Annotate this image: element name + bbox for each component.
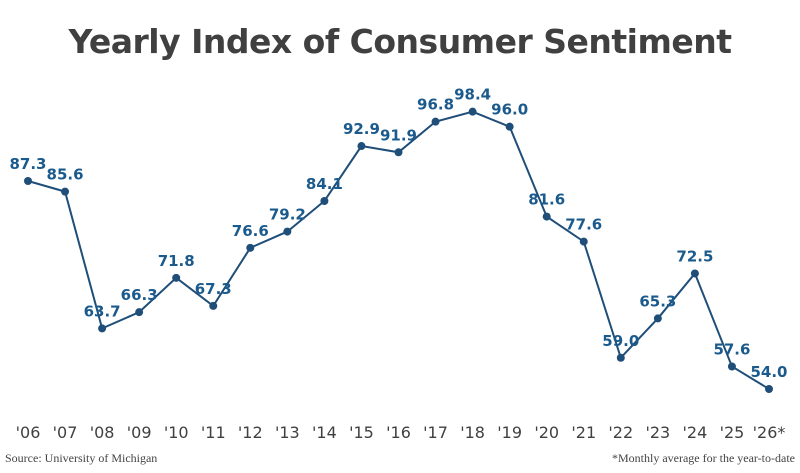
x-tick-label: '23 [645, 423, 670, 442]
data-point [765, 384, 773, 393]
data-point [542, 212, 551, 221]
data-point [505, 122, 514, 131]
data-point [209, 301, 218, 310]
data-label: 98.4 [454, 86, 491, 104]
x-tick-label: '21 [571, 423, 596, 442]
data-point [61, 187, 70, 196]
data-point [690, 269, 699, 278]
x-tick-label: '08 [90, 423, 115, 442]
data-label: 66.3 [121, 286, 158, 304]
x-tick-label: '14 [312, 423, 337, 442]
data-label: 65.3 [639, 292, 676, 310]
data-label: 76.6 [232, 222, 269, 240]
data-point [431, 117, 440, 126]
x-tick-label: '18 [460, 423, 485, 442]
data-label: 91.9 [380, 126, 417, 144]
data-point [468, 107, 477, 116]
x-tick-label: '06 [16, 423, 41, 442]
x-tick-label: '11 [201, 423, 226, 442]
source-text: Source: University of Michigan [5, 451, 158, 465]
data-label: 57.6 [713, 341, 750, 359]
data-label: 54.0 [750, 363, 787, 381]
x-tick-label: '10 [164, 423, 189, 442]
data-point [135, 308, 144, 317]
data-point [653, 314, 662, 323]
data-point [616, 353, 625, 362]
data-label: 63.7 [84, 302, 121, 320]
x-tick-label: '15 [349, 423, 374, 442]
data-point [579, 237, 588, 246]
data-point [98, 324, 107, 333]
x-tick-label: '22 [608, 423, 633, 442]
x-tick-label: '12 [238, 423, 263, 442]
data-label: 85.6 [47, 166, 84, 184]
data-label: 81.6 [528, 191, 565, 209]
x-tick-label: '20 [534, 423, 559, 442]
footnote-text: *Monthly average for the year-to-date [611, 451, 795, 465]
data-point [727, 362, 736, 371]
x-tick-label: '25 [720, 423, 745, 442]
data-point [357, 142, 366, 151]
data-point [394, 148, 403, 157]
data-label: 96.0 [491, 101, 528, 119]
data-point [283, 227, 292, 236]
chart-title: Yearly Index of Consumer Sentiment [68, 22, 732, 61]
x-tick-label: '07 [53, 423, 78, 442]
data-label: 92.9 [343, 120, 380, 138]
data-label: 84.1 [306, 175, 343, 193]
data-label: 77.6 [565, 216, 602, 234]
x-tick-label: '24 [683, 423, 708, 442]
x-tick-label: '13 [275, 423, 300, 442]
data-label: 96.8 [417, 96, 454, 114]
data-label: 79.2 [269, 206, 306, 224]
x-tick-label: '16 [386, 423, 411, 442]
data-point [172, 273, 181, 282]
data-point [246, 243, 255, 252]
data-label: 72.5 [676, 247, 713, 265]
data-label: 59.0 [602, 332, 639, 350]
data-point [24, 177, 32, 185]
data-label: 71.8 [158, 252, 195, 270]
x-tick-label: '09 [127, 423, 152, 442]
data-label: 87.3 [9, 155, 46, 173]
x-tick-label: '17 [423, 423, 448, 442]
x-tick-label: '19 [497, 423, 522, 442]
data-label: 67.3 [195, 280, 232, 298]
data-point [320, 196, 329, 205]
x-tick-label: '26* [753, 423, 786, 442]
